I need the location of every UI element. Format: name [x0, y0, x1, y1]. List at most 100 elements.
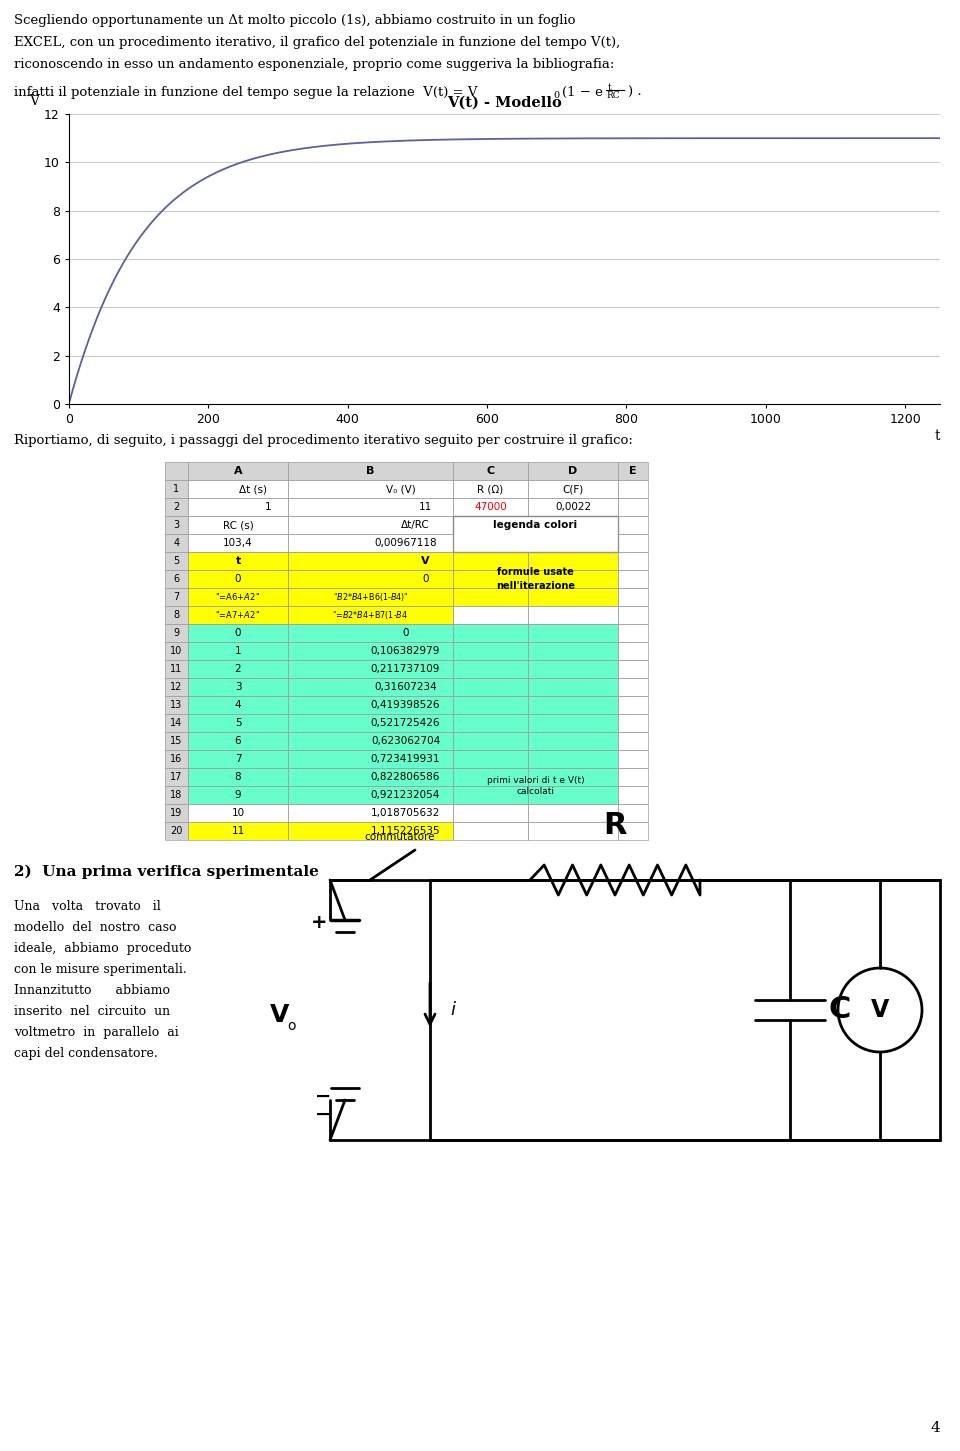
Bar: [188, 498, 288, 517]
Text: riconoscendo in esso un andamento esponenziale, proprio come suggeriva la biblio: riconoscendo in esso un andamento espone…: [14, 58, 614, 71]
Bar: [618, 678, 648, 696]
Text: primi valori di t e V(t)
calcolati: primi valori di t e V(t) calcolati: [487, 776, 585, 797]
Bar: [453, 823, 528, 840]
Bar: [165, 517, 188, 534]
Text: Δt/RC: Δt/RC: [401, 519, 430, 530]
Text: "=$B$2*$B$4+B7(1-$B$4: "=$B$2*$B$4+B7(1-$B$4: [332, 609, 409, 621]
Bar: [528, 731, 618, 750]
Text: 14: 14: [170, 718, 182, 728]
Text: "=A6+$A$2": "=A6+$A$2": [215, 592, 260, 602]
Bar: [165, 588, 188, 607]
Bar: [288, 696, 453, 714]
Bar: [165, 551, 188, 570]
Bar: [528, 678, 618, 696]
Text: 13: 13: [170, 699, 182, 710]
Bar: [165, 823, 188, 840]
Text: 0,521725426: 0,521725426: [371, 718, 441, 728]
Text: V: V: [871, 998, 889, 1022]
Bar: [288, 624, 453, 641]
Text: $\mathbf{V}$: $\mathbf{V}$: [270, 1003, 291, 1027]
Bar: [453, 498, 528, 517]
Bar: [165, 534, 188, 551]
Bar: [288, 480, 453, 498]
Text: C: C: [487, 466, 494, 476]
Text: 0: 0: [402, 628, 409, 638]
Bar: [188, 517, 288, 534]
Bar: [188, 588, 288, 607]
Bar: [188, 551, 288, 570]
Bar: [188, 551, 288, 570]
Bar: [528, 768, 618, 786]
Bar: [188, 768, 288, 786]
Bar: [528, 750, 618, 768]
Bar: [288, 517, 453, 534]
Bar: [165, 517, 188, 534]
Bar: [288, 731, 453, 750]
Text: i: i: [450, 1001, 455, 1019]
Bar: [528, 624, 618, 641]
Text: R (Ω): R (Ω): [477, 485, 504, 493]
Text: 0,921232054: 0,921232054: [371, 789, 441, 800]
Bar: [288, 551, 453, 570]
Bar: [165, 461, 188, 480]
Bar: [453, 588, 528, 607]
Bar: [165, 461, 188, 480]
Bar: [288, 786, 453, 804]
Text: o: o: [288, 1019, 297, 1033]
Bar: [165, 641, 188, 660]
Bar: [188, 823, 288, 840]
Text: (1 − e: (1 − e: [562, 86, 603, 99]
Bar: [528, 480, 618, 498]
Bar: [453, 750, 528, 768]
Bar: [453, 660, 528, 678]
Bar: [528, 768, 618, 786]
Bar: [288, 660, 453, 678]
Bar: [618, 731, 648, 750]
Text: 0,723419931: 0,723419931: [371, 755, 441, 765]
Bar: [188, 461, 288, 480]
Text: 4: 4: [234, 699, 241, 710]
Bar: [528, 570, 618, 588]
Bar: [188, 607, 288, 624]
Bar: [453, 678, 528, 696]
Bar: [453, 750, 528, 768]
Bar: [188, 480, 288, 498]
Bar: [165, 607, 188, 624]
Text: inserito  nel  circuito  un: inserito nel circuito un: [14, 1006, 170, 1019]
Bar: [288, 588, 453, 607]
Text: Una   volta   trovato   il: Una volta trovato il: [14, 900, 160, 913]
X-axis label: t: t: [934, 429, 940, 443]
Bar: [165, 551, 188, 570]
Text: A: A: [233, 466, 242, 476]
Text: 103,4: 103,4: [223, 538, 252, 548]
Bar: [288, 607, 453, 624]
Bar: [288, 624, 453, 641]
Bar: [188, 570, 288, 588]
Bar: [188, 696, 288, 714]
Bar: [453, 607, 528, 624]
Bar: [618, 534, 648, 551]
Bar: [165, 696, 188, 714]
Bar: [618, 480, 648, 498]
Text: E: E: [629, 466, 636, 476]
Text: 2: 2: [174, 502, 180, 512]
Bar: [453, 570, 528, 588]
Bar: [288, 714, 453, 731]
Bar: [528, 641, 618, 660]
Bar: [288, 551, 453, 570]
Text: formule usate
nell'iterazione: formule usate nell'iterazione: [496, 567, 575, 591]
Bar: [188, 570, 288, 588]
Bar: [453, 731, 528, 750]
Bar: [188, 714, 288, 731]
Bar: [618, 498, 648, 517]
Bar: [528, 750, 618, 768]
Text: 16: 16: [170, 755, 182, 765]
Text: 0: 0: [553, 91, 559, 100]
Text: con le misure sperimentali.: con le misure sperimentali.: [14, 963, 187, 977]
Text: 6: 6: [174, 575, 180, 583]
Text: V₀ (V): V₀ (V): [386, 485, 416, 493]
Bar: [528, 786, 618, 804]
Bar: [528, 714, 618, 731]
Bar: [165, 678, 188, 696]
Bar: [453, 570, 528, 588]
